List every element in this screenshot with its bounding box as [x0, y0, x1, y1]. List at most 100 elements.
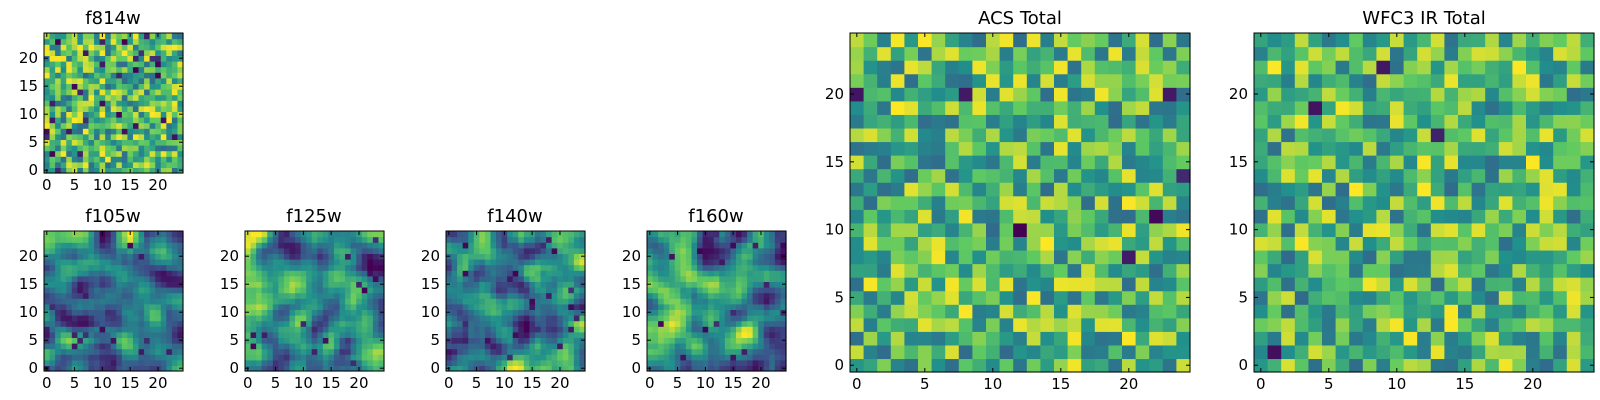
cell-f105w-3-2 [55, 348, 62, 355]
cell-f160w-22-16 [735, 242, 743, 249]
cell-f814w-19-7 [82, 61, 90, 68]
cell-wfc3-ir-total-13-3 [1294, 182, 1309, 197]
cell-f814w-24-18 [144, 33, 151, 40]
cell-f105w-0-11 [105, 365, 112, 372]
cell-f814w-4-20 [155, 145, 162, 152]
cell-f814w-23-1 [49, 38, 56, 45]
cell-f125w-9-3 [261, 315, 268, 322]
cell-f140w-15-20 [557, 281, 564, 288]
cell-acs-total-22-13 [1026, 60, 1041, 75]
cell-f105w-16-0 [44, 275, 51, 282]
cell-acs-total-4-21 [1135, 304, 1150, 319]
cell-acs-total-14-10 [986, 168, 1001, 183]
cell-f814w-20-1 [49, 55, 56, 62]
cell-f125w-3-18 [345, 348, 352, 355]
cell-f160w-2-19 [752, 354, 759, 361]
cell-f125w-7-1 [250, 326, 257, 333]
cell-f105w-17-8 [88, 270, 95, 277]
cell-wfc3-ir-total-23-5 [1322, 46, 1337, 61]
cell-wfc3-ir-total-5-13 [1430, 290, 1445, 305]
cell-f140w-12-9 [496, 298, 503, 305]
cell-wfc3-ir-total-9-1 [1267, 236, 1282, 251]
cell-f105w-12-5 [71, 298, 78, 305]
cell-f140w-20-20 [557, 253, 564, 260]
cell-f105w-22-22 [166, 242, 173, 249]
cell-f814w-6-19 [149, 133, 156, 140]
cell-f814w-16-4 [66, 77, 73, 84]
cell-wfc3-ir-total-10-5 [1322, 222, 1337, 237]
cell-f814w-9-7 [82, 117, 90, 124]
cell-wfc3-ir-total-1-16 [1471, 344, 1486, 360]
cell-f160w-19-14 [724, 259, 731, 266]
cell-f125w-15-4 [267, 281, 274, 288]
cell-wfc3-ir-total-10-9 [1376, 222, 1391, 237]
cell-f160w-7-13 [719, 326, 726, 333]
cell-wfc3-ir-total-20-23 [1566, 87, 1581, 102]
cell-f160w-13-13 [719, 292, 726, 299]
cell-f125w-11-6 [278, 303, 285, 310]
cell-acs-total-12-18 [1094, 195, 1109, 210]
cell-wfc3-ir-total-12-17 [1485, 195, 1500, 210]
cell-f125w-14-2 [256, 287, 263, 294]
cell-f125w-10-9 [295, 309, 302, 316]
cell-acs-total-0-10 [986, 358, 1001, 373]
cell-f140w-21-3 [462, 247, 469, 254]
cell-f125w-20-14 [322, 253, 329, 260]
cell-f140w-15-5 [473, 281, 480, 288]
cell-f140w-23-6 [479, 236, 486, 243]
cell-f105w-6-5 [71, 331, 78, 338]
cell-f814w-1-1 [49, 161, 56, 168]
cell-f125w-5-11 [306, 337, 313, 344]
cell-f160w-7-2 [658, 326, 665, 333]
cell-f160w-9-11 [708, 315, 715, 322]
cell-f160w-15-6 [680, 281, 687, 288]
cell-wfc3-ir-total-4-24 [1580, 304, 1595, 319]
cell-f125w-23-17 [339, 236, 346, 243]
cell-wfc3-ir-total-24-18 [1498, 33, 1513, 48]
cell-acs-total-7-6 [931, 263, 946, 278]
cell-f105w-23-12 [110, 236, 117, 243]
ytick-label-f125w-0: 0 [229, 359, 239, 377]
cell-f160w-3-1 [652, 348, 659, 355]
cell-f140w-18-16 [534, 264, 542, 271]
cell-wfc3-ir-total-1-15 [1458, 344, 1473, 360]
cell-f105w-0-16 [132, 365, 140, 372]
cell-f160w-24-9 [697, 231, 704, 238]
ytick-label-acs-total-0: 0 [834, 356, 844, 374]
cell-f160w-9-2 [658, 315, 665, 322]
cell-f814w-10-23 [171, 111, 179, 118]
cell-f125w-22-14 [322, 242, 329, 249]
cell-wfc3-ir-total-17-3 [1294, 127, 1309, 143]
cell-wfc3-ir-total-20-21 [1539, 87, 1554, 102]
cell-acs-total-21-0 [850, 73, 865, 88]
cell-wfc3-ir-total-5-0 [1254, 290, 1269, 305]
cell-f105w-1-10 [99, 359, 106, 366]
cell-acs-total-11-16 [1067, 209, 1082, 224]
cell-f160w-19-5 [674, 259, 681, 266]
cell-f814w-23-11 [105, 38, 112, 45]
cell-f160w-7-18 [747, 326, 754, 333]
cell-f140w-9-20 [557, 315, 564, 322]
cell-wfc3-ir-total-9-8 [1362, 236, 1377, 251]
cell-wfc3-ir-total-5-8 [1362, 290, 1377, 305]
cell-f105w-13-11 [105, 292, 112, 299]
cell-wfc3-ir-total-7-14 [1444, 263, 1459, 278]
cell-f814w-12-13 [116, 100, 123, 107]
cell-f140w-12-16 [534, 298, 542, 305]
cell-f105w-2-0 [44, 354, 51, 361]
cell-acs-total-5-18 [1094, 290, 1109, 305]
cell-acs-total-23-23 [1162, 46, 1177, 61]
cell-f160w-21-7 [685, 247, 693, 254]
cell-wfc3-ir-total-20-1 [1267, 87, 1282, 102]
cell-f140w-3-15 [529, 348, 536, 355]
cell-wfc3-ir-total-10-17 [1485, 222, 1500, 237]
cell-f140w-15-2 [457, 281, 464, 288]
cell-f105w-11-14 [121, 303, 128, 310]
cell-f160w-23-22 [769, 236, 776, 243]
cell-f105w-8-15 [127, 320, 134, 327]
cell-wfc3-ir-total-0-14 [1444, 358, 1459, 373]
cell-f125w-15-6 [278, 281, 285, 288]
cell-f814w-10-19 [149, 111, 156, 118]
cell-f125w-23-14 [322, 236, 329, 243]
cell-f160w-8-12 [713, 320, 720, 327]
